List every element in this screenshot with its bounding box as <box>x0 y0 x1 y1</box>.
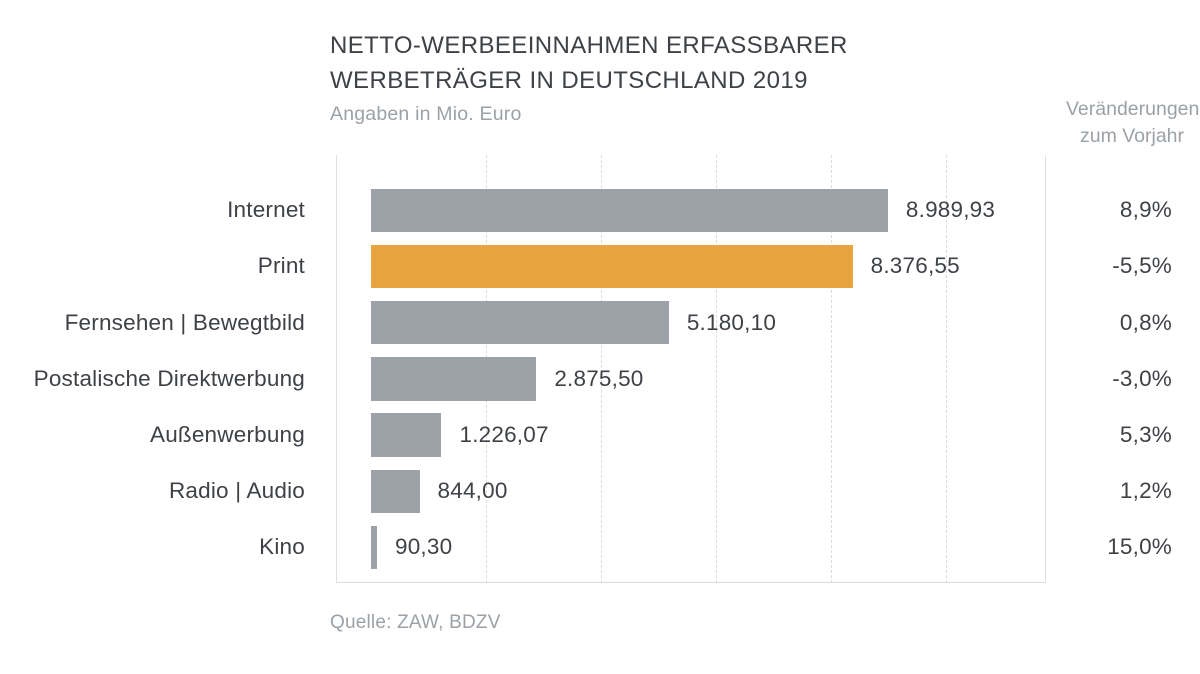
chart-subtitle: Angaben in Mio. Euro <box>330 103 522 125</box>
page-title-line1: NETTO-WERBEEINNAHMEN ERFASSBARER <box>330 32 848 59</box>
change-label: 8,9% <box>1119 197 1172 223</box>
gridline <box>716 155 717 583</box>
category-label: Fernsehen | Bewegtbild <box>64 309 305 335</box>
value-label: 844,00 <box>437 478 508 504</box>
page-title: NETTO-WERBEEINNAHMEN ERFASSBARER WERBETR… <box>330 28 848 98</box>
change-label: 1,2% <box>1119 478 1172 504</box>
bar-highlighted <box>371 244 853 289</box>
change-column-header-line1: Veränderungen <box>1066 98 1200 120</box>
value-label: 90,30 <box>395 534 453 560</box>
bar <box>371 413 442 457</box>
category-label: Radio | Audio <box>168 478 305 504</box>
gridline <box>336 155 337 583</box>
gridline <box>946 155 947 583</box>
x-axis-baseline <box>336 582 1045 583</box>
value-label: 5.180,10 <box>686 309 777 335</box>
bar <box>371 300 669 345</box>
gridline <box>601 155 602 583</box>
change-label: 0,8% <box>1119 309 1172 335</box>
bar <box>371 525 377 570</box>
change-label: 15,0% <box>1107 534 1172 560</box>
source-note: Quelle: ZAW, BDZV <box>330 612 501 633</box>
value-label: 2.875,50 <box>554 365 644 391</box>
value-label: 1.226,07 <box>459 422 549 448</box>
value-label: 8.376,55 <box>870 253 960 279</box>
category-label: Print <box>257 253 305 279</box>
page-title-line2: WERBETRÄGER IN DEUTSCHLAND 2019 <box>330 67 808 94</box>
gridline <box>831 155 832 583</box>
change-column-header: Veränderungen zum Vorjahr <box>1066 96 1200 150</box>
change-column-header-line2: zum Vorjahr <box>1079 125 1185 147</box>
bar <box>371 469 420 513</box>
change-label: 5,3% <box>1119 422 1172 448</box>
category-label: Internet <box>227 197 305 223</box>
change-label: -3,0% <box>1112 365 1172 391</box>
category-label: Außenwerbung <box>149 422 305 448</box>
category-label: Kino <box>259 534 305 560</box>
value-label: 8.989,93 <box>905 197 996 223</box>
bar <box>371 357 537 401</box>
bar <box>371 188 888 232</box>
change-label: -5,5% <box>1112 253 1172 279</box>
category-label: Postalische Direktwerbung <box>33 365 305 391</box>
gridline <box>1045 155 1046 583</box>
